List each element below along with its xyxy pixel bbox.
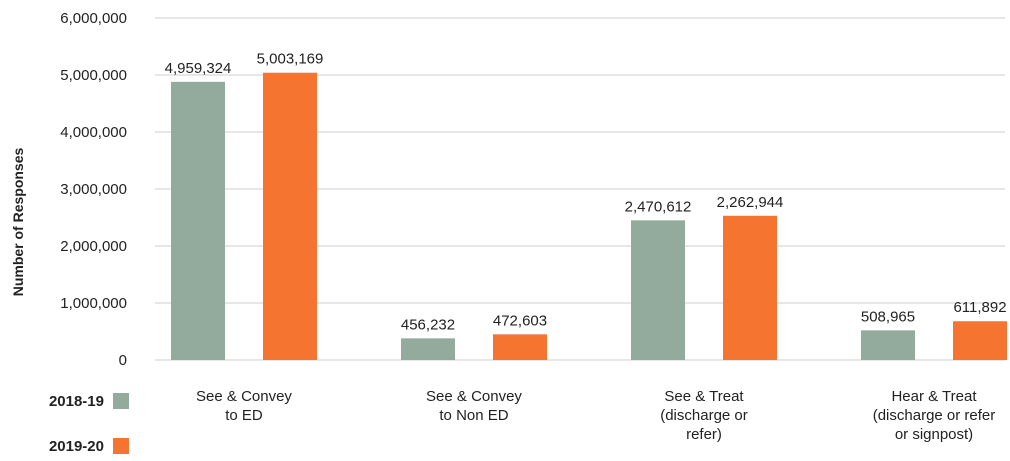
legend-swatch <box>113 438 129 454</box>
legend-swatch <box>113 393 129 409</box>
bar-2018-19-3 <box>861 330 915 360</box>
bar-2018-19-1 <box>401 338 455 360</box>
legend: 2018-19 2019-20 <box>49 393 129 455</box>
bar-2019-20-0 <box>263 72 317 360</box>
data-label: 4,959,324 <box>165 60 232 77</box>
data-label: 456,232 <box>401 316 455 333</box>
category-label: See & Convey to ED <box>196 388 292 424</box>
legend-label: 2018-19 <box>49 393 104 410</box>
data-label: 2,262,944 <box>717 194 784 211</box>
y-tick-label: 5,000,000 <box>60 67 127 84</box>
bar-2019-20-2 <box>723 215 777 360</box>
data-labels: 4,959,324 456,232 2,470,612 508,965 5,003,16… <box>165 51 1007 334</box>
y-tick-label: 1,000,000 <box>60 295 127 312</box>
y-tick-label: 0 <box>119 352 127 369</box>
bar-2018-19-2 <box>631 220 685 360</box>
data-label: 5,003,169 <box>257 51 324 68</box>
x-axis-category-labels: See & Convey to ED See & Convey to Non ED Se… <box>196 388 995 443</box>
y-tick-label: 4,000,000 <box>60 124 127 141</box>
data-label: 611,892 <box>953 299 1006 316</box>
y-tick-label: 6,000,000 <box>60 10 127 27</box>
bar-2018-19-0 <box>171 81 225 360</box>
category-label: See & Convey to Non ED <box>426 388 522 424</box>
data-label: 508,965 <box>861 308 915 325</box>
y-axis-label: Number of Responses <box>10 147 26 296</box>
y-tick-label: 3,000,000 <box>60 181 127 198</box>
data-label: 2,470,612 <box>625 198 692 215</box>
bar-2019-20-3 <box>953 321 1007 360</box>
bars <box>171 72 1007 360</box>
data-label: 472,603 <box>493 312 547 329</box>
y-tick-label: 2,000,000 <box>60 238 127 255</box>
category-label: Hear & Treat (discharge or refer or signpo… <box>873 388 996 443</box>
y-axis-ticks: 0 1,000,000 2,000,000 3,000,000 4,000,000 5,0… <box>60 10 127 369</box>
category-label: See & Treat (discharge or refer) <box>660 388 748 443</box>
legend-label: 2019-20 <box>49 438 104 455</box>
bar-2019-20-1 <box>493 334 547 360</box>
